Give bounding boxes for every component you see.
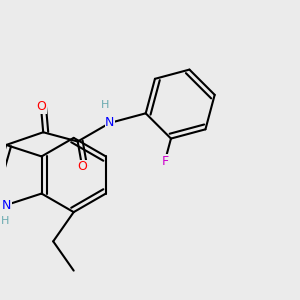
Text: O: O [36,100,46,113]
Text: F: F [161,155,168,168]
Text: N: N [2,199,11,212]
Text: O: O [77,160,87,173]
Text: H: H [101,100,109,110]
Text: N: N [105,116,115,129]
Text: H: H [1,216,10,226]
